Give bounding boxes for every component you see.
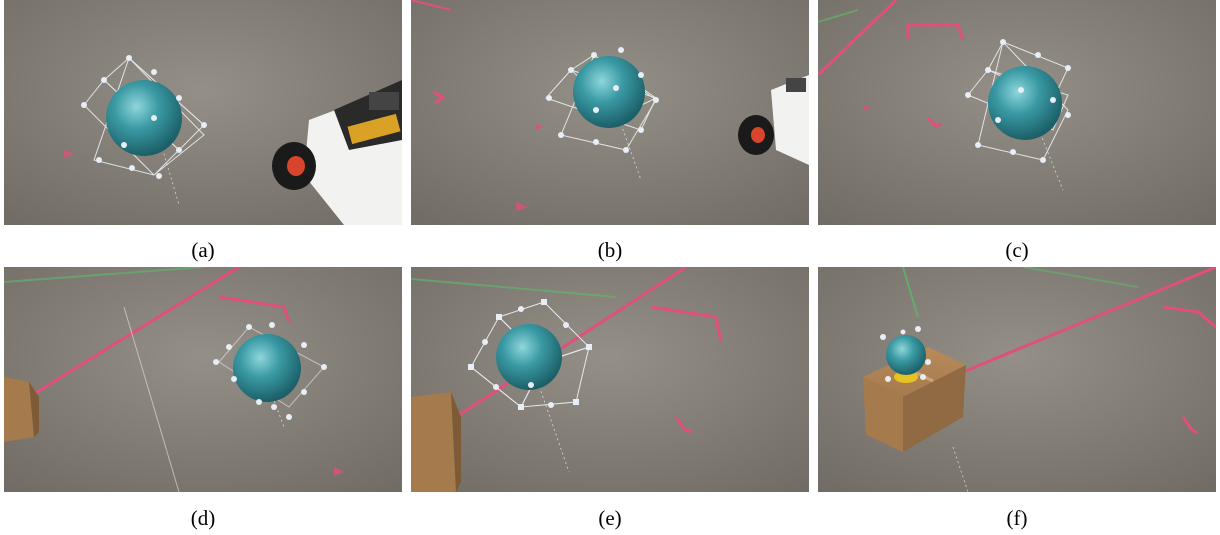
virtual-sphere — [233, 334, 301, 402]
handle-markers — [213, 322, 327, 420]
handle-markers — [880, 326, 931, 382]
handle-markers — [546, 47, 659, 153]
virtual-sphere — [988, 66, 1062, 140]
virtual-sphere — [106, 80, 182, 156]
caption-c: (c) — [1005, 238, 1029, 262]
caption-b: (b) — [597, 238, 623, 262]
caption-a: (a) — [191, 238, 215, 262]
caption-e: (e) — [598, 506, 622, 530]
panel-d-photo — [4, 267, 402, 492]
panel-f-photo — [818, 267, 1216, 492]
robot-vehicle — [272, 80, 402, 225]
cardboard-box — [4, 377, 39, 442]
caption-d: (d) — [190, 506, 216, 530]
panel-b-photo — [411, 0, 809, 225]
handle-markers — [965, 39, 1071, 163]
virtual-sphere — [573, 56, 645, 128]
caption-f: (f) — [1006, 506, 1028, 530]
panel-e-photo — [411, 267, 809, 492]
handle-markers — [81, 55, 207, 179]
robot-vehicle — [738, 75, 809, 165]
virtual-sphere — [886, 335, 926, 375]
handle-markers — [468, 299, 592, 410]
cardboard-box — [411, 392, 461, 492]
panel-c-photo — [818, 0, 1216, 225]
virtual-sphere — [496, 324, 562, 390]
panel-a-photo — [4, 0, 402, 225]
